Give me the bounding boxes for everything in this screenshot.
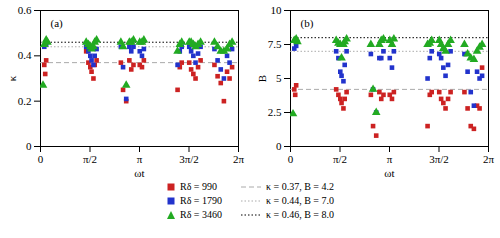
- html-text:κ = 0.44, B = 7.0: κ = 0.44, B = 7.0: [266, 195, 334, 206]
- html-text:Rδ = 3460: Rδ = 3460: [180, 209, 222, 220]
- svg-text:κ: κ: [6, 75, 18, 81]
- svg-text:π/2: π/2: [333, 153, 347, 165]
- svg-text:π/2: π/2: [83, 153, 97, 165]
- svg-text:3π/2: 3π/2: [429, 153, 449, 165]
- html-text:κ = 0.46, B = 8.0: κ = 0.46, B = 8.0: [266, 209, 334, 220]
- svg-text:2π: 2π: [233, 153, 245, 165]
- svg-text:7.5: 7.5: [268, 38, 282, 50]
- svg-text:5: 5: [276, 72, 282, 84]
- svg-text:0.2: 0.2: [18, 95, 32, 107]
- svg-text:10: 10: [271, 4, 283, 16]
- svg-text:2.5: 2.5: [268, 106, 282, 118]
- svg-text:0.6: 0.6: [18, 4, 32, 16]
- svg-text:(b): (b): [301, 17, 314, 30]
- svg-text:0: 0: [276, 140, 282, 152]
- svg-text:(a): (a): [51, 17, 64, 30]
- svg-text:π: π: [387, 153, 393, 165]
- html-text:Rδ = 990: Rδ = 990: [180, 181, 217, 192]
- html-text:Rδ = 1790: Rδ = 1790: [180, 195, 222, 206]
- svg-text:ωt: ωt: [384, 167, 394, 179]
- svg-text:B: B: [256, 75, 268, 82]
- svg-text:0: 0: [38, 153, 44, 165]
- svg-text:2π: 2π: [483, 153, 495, 165]
- svg-text:3π/2: 3π/2: [179, 153, 199, 165]
- svg-text:ωt: ωt: [134, 167, 144, 179]
- svg-text:0: 0: [288, 153, 294, 165]
- svg-text:π: π: [137, 153, 143, 165]
- svg-text:0.4: 0.4: [18, 49, 32, 61]
- html-text:κ = 0.37, B = 4.2: κ = 0.37, B = 4.2: [266, 181, 334, 192]
- svg-text:0: 0: [26, 140, 32, 152]
